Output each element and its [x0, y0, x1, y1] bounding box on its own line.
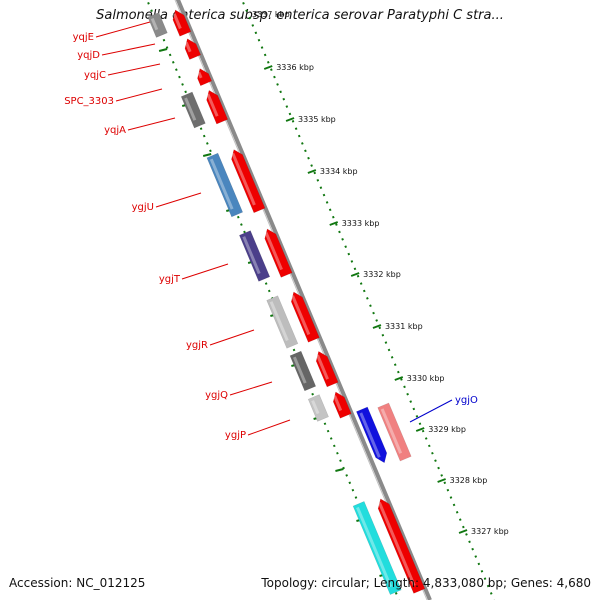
- gene-leader-line: [229, 381, 273, 396]
- gene-label-yqje: yqjE: [73, 32, 94, 43]
- gene-feature-13: [315, 351, 339, 388]
- gene-feature-9: [264, 228, 293, 278]
- gene-leader-line: [247, 419, 291, 436]
- scale-tick-label: 3329 kbp: [428, 425, 466, 434]
- scale-tick-label: 3336 kbp: [276, 63, 314, 72]
- scale-tick-label: 3330 kbp: [407, 374, 445, 383]
- gene-label-ygjt: ygjT: [159, 274, 181, 285]
- inner-ring-tick: [202, 153, 212, 157]
- gene-leader-line: [101, 43, 156, 56]
- scale-tick-label: 3332 kbp: [363, 270, 401, 279]
- gene-label-spc_3303: SPC_3303: [64, 96, 114, 107]
- gene-labels: yqjE yqjD yqjC SPC_3303 yqjA ygjU ygjT ygjR ygjQ…: [64, 21, 478, 441]
- gene-leader-line: [409, 399, 453, 423]
- scale-tick-mark: [350, 272, 360, 277]
- gene-feature-12: [266, 295, 299, 349]
- scale-tick-mark: [263, 65, 273, 70]
- scale-tick-mark: [329, 221, 339, 226]
- gene-feature-6: [180, 91, 206, 129]
- scale-tick-mark: [372, 324, 382, 329]
- gene-label-ygju: ygjU: [132, 202, 154, 213]
- scale-tick-mark: [415, 427, 425, 432]
- scale-tick-label: 3333 kbp: [342, 219, 380, 228]
- scale-tick-mark: [458, 529, 468, 534]
- genome-title: Salmonella enterica subsp. enterica sero…: [96, 8, 504, 23]
- scale-tick-label: 3331 kbp: [385, 322, 423, 331]
- gene-leader-line: [127, 117, 176, 131]
- gene-leader-line: [107, 63, 161, 76]
- scale-tick-label: 3328 kbp: [450, 476, 488, 485]
- gene-label-yqja: yqjA: [104, 125, 126, 136]
- gene-feature-4: [197, 68, 212, 87]
- gene-label-yqjd: yqjD: [77, 50, 100, 61]
- inner-dotted-ring: [146, 0, 400, 600]
- gene-feature-19: [377, 498, 426, 594]
- scale-tick-mark: [307, 169, 317, 174]
- inner-ring-tick: [158, 48, 168, 52]
- gene-feature-14: [289, 350, 317, 392]
- gene-label-ygjr: ygjR: [186, 340, 208, 351]
- gene-leader-line: [115, 88, 163, 102]
- gene-feature-17: [377, 402, 412, 462]
- accession-text: Accession: NC_012125: [9, 576, 146, 590]
- gene-feature-18: [356, 406, 388, 464]
- gene-label-ygjo: ygjO: [455, 395, 478, 406]
- gene-features: [147, 9, 426, 595]
- scale-tick-mark: [394, 376, 404, 381]
- gene-feature-15: [332, 391, 352, 419]
- scale-tick-mark: [437, 478, 446, 483]
- scale-tick-label-partial: 3337 kbp: [252, 10, 290, 19]
- topology-summary: Topology: circular; Length: 4,833,080 bp…: [261, 576, 591, 590]
- gene-leader-line: [155, 192, 202, 208]
- gene-feature-5: [206, 89, 229, 125]
- gene-feature-3: [184, 38, 201, 60]
- gene-feature-7: [231, 149, 266, 214]
- outer-dotted-ring: [241, 0, 495, 600]
- gene-feature-8: [206, 152, 244, 218]
- gene-feature-10: [239, 230, 271, 282]
- gene-feature-20: [352, 501, 402, 595]
- genome-backbone: [175, 0, 432, 600]
- gene-leader-line: [181, 263, 229, 280]
- gene-feature-2: [147, 12, 168, 38]
- gene-feature-11: [291, 291, 320, 343]
- scale-tick-label: 3327 kbp: [471, 527, 509, 536]
- inner-ring-tick: [335, 468, 344, 472]
- gene-label-ygjp: ygjP: [225, 430, 246, 441]
- gene-feature-1: [172, 9, 192, 37]
- gene-leader-line: [209, 329, 255, 346]
- gene-feature-16: [307, 394, 329, 422]
- gene-label-ygjq: ygjQ: [205, 390, 228, 401]
- gene-leader-line: [95, 21, 151, 38]
- gene-label-yqjc: yqjC: [84, 70, 106, 81]
- scale-tick-label: 3335 kbp: [298, 115, 336, 124]
- scale-tick-label: 3334 kbp: [320, 167, 358, 176]
- scale-tick-mark: [285, 117, 295, 122]
